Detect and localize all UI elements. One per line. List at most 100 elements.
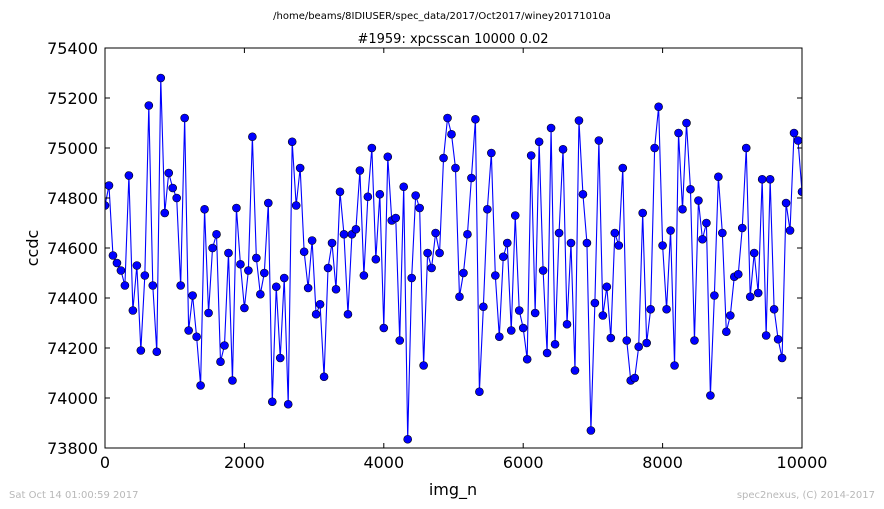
x-tick-label: 4000	[363, 453, 404, 472]
data-point	[538, 266, 548, 275]
data-point	[598, 311, 608, 320]
data-point	[694, 196, 703, 205]
y-tick-label: 74400	[47, 289, 98, 308]
data-point	[566, 238, 576, 248]
data-point	[714, 172, 723, 182]
data-point	[415, 203, 424, 213]
data-point	[248, 132, 257, 142]
footer-timestamp: Sat Oct 14 01:00:59 2017	[9, 490, 139, 501]
data-point	[403, 434, 413, 444]
data-point	[263, 198, 273, 208]
data-point	[105, 181, 114, 190]
data-point	[188, 291, 197, 300]
data-point	[733, 269, 743, 279]
data-point	[116, 266, 126, 275]
x-tick-label: 2000	[224, 453, 265, 472]
data-point	[431, 228, 440, 238]
x-tick-label: 0	[100, 453, 110, 472]
data-point	[483, 204, 492, 214]
data-point	[487, 148, 496, 158]
plot-area	[105, 73, 802, 444]
data-point	[526, 151, 536, 160]
data-point	[666, 226, 675, 235]
data-point	[252, 253, 261, 263]
data-point	[144, 101, 154, 110]
data-point	[287, 137, 297, 147]
data-point	[112, 258, 122, 268]
data-point	[702, 218, 711, 228]
data-point	[630, 373, 640, 383]
y-tick-label: 75400	[47, 39, 98, 58]
data-point	[562, 319, 572, 329]
data-point	[467, 173, 476, 183]
data-point	[602, 282, 612, 292]
data-point	[260, 268, 269, 278]
data-point	[510, 211, 520, 220]
y-tick-label: 74000	[47, 389, 98, 408]
data-point	[228, 376, 237, 385]
data-point	[105, 201, 110, 210]
data-point	[399, 182, 409, 192]
data-point	[311, 309, 321, 319]
data-point	[686, 184, 695, 194]
data-point	[407, 273, 416, 283]
data-point	[172, 193, 181, 203]
data-point	[128, 306, 138, 315]
data-point	[606, 333, 616, 343]
data-point	[534, 137, 544, 147]
data-point	[156, 73, 166, 83]
data-point	[773, 334, 783, 344]
data-point	[136, 346, 146, 355]
data-point	[303, 283, 313, 293]
data-point	[745, 292, 755, 302]
data-point	[761, 331, 771, 340]
footer-credit: spec2nexus, (C) 2014-2017	[737, 490, 875, 501]
data-point	[594, 136, 604, 145]
data-point	[590, 298, 600, 308]
data-point	[351, 224, 361, 234]
data-point	[307, 236, 317, 245]
data-point	[443, 113, 452, 123]
data-point	[678, 204, 687, 214]
data-point	[323, 263, 333, 273]
data-point	[586, 426, 596, 435]
data-point	[506, 326, 516, 335]
data-point	[363, 192, 373, 202]
data-point	[710, 291, 719, 300]
data-point	[722, 327, 731, 337]
data-point	[335, 187, 345, 197]
data-point	[463, 229, 472, 239]
data-point	[427, 263, 436, 273]
y-tick-label: 74800	[47, 189, 98, 208]
data-point	[267, 397, 277, 407]
data-point	[650, 143, 659, 153]
data-point	[339, 229, 349, 239]
data-point	[638, 208, 647, 218]
y-tick-label: 75200	[47, 89, 98, 108]
data-point	[391, 213, 401, 223]
data-point	[371, 254, 381, 264]
data-point	[383, 152, 393, 162]
data-point	[582, 238, 592, 248]
data-point	[124, 171, 134, 180]
data-point	[646, 304, 655, 314]
data-point	[395, 336, 405, 345]
data-point	[634, 342, 644, 352]
data-point	[108, 251, 118, 260]
data-point	[658, 241, 667, 250]
data-point	[220, 341, 229, 350]
data-point	[546, 123, 556, 133]
data-point	[777, 353, 787, 363]
x-tick-label: 8000	[642, 453, 683, 472]
data-point	[240, 303, 249, 313]
data-point	[279, 273, 289, 283]
data-point	[737, 223, 747, 233]
data-point	[741, 143, 751, 153]
y-tick-label: 75000	[47, 139, 98, 158]
data-point	[797, 187, 802, 197]
data-point	[757, 174, 767, 184]
data-point	[343, 309, 353, 319]
data-point	[662, 304, 671, 314]
data-point	[475, 387, 484, 397]
data-point	[192, 332, 201, 342]
